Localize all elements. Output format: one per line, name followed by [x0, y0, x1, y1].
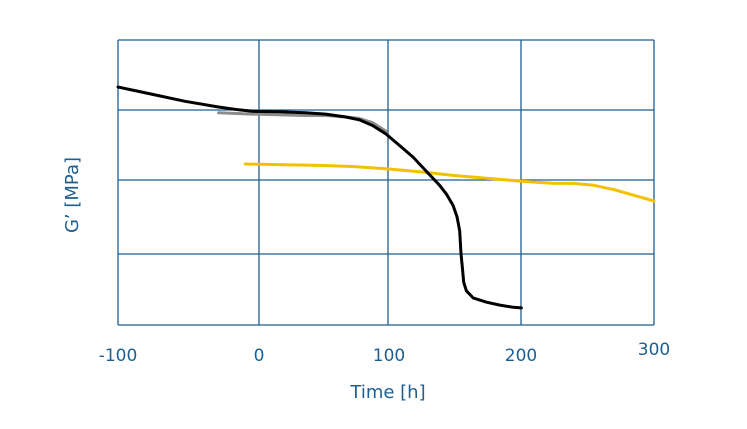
y-axis-label: G’ [MPa]: [62, 157, 83, 233]
x-tick-label: 200: [505, 346, 537, 366]
series-lines: [116, 85, 656, 310]
series-line: [243, 162, 656, 203]
x-axis-label: Time [h]: [349, 382, 425, 403]
x-tick-label: 300: [638, 340, 670, 360]
grid: [117, 39, 655, 326]
x-tick-label: 0: [254, 346, 265, 366]
x-tick-labels: -100 0 100 200 300: [99, 340, 671, 366]
x-tick-label: 100: [373, 346, 405, 366]
x-tick-label: -100: [99, 346, 138, 366]
series-line: [116, 85, 523, 310]
